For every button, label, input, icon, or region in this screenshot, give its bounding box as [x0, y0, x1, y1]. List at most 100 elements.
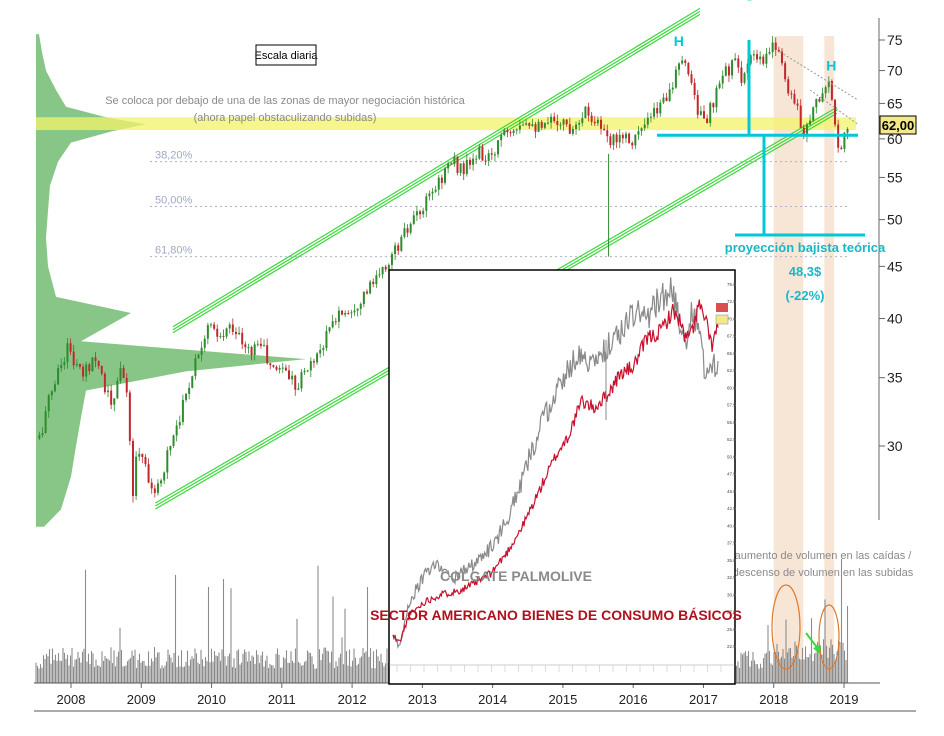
candle-body — [768, 52, 771, 54]
candle-body — [777, 49, 780, 52]
candle-body — [640, 128, 643, 132]
candle-body — [272, 365, 275, 367]
candle-body — [497, 140, 500, 155]
inset-price-tick-label: 22.5 — [727, 644, 736, 649]
projection-percent: (-22%) — [785, 288, 824, 303]
candle-body — [749, 55, 752, 64]
candle-body — [724, 66, 727, 76]
candle-body — [628, 133, 631, 143]
candle-body — [303, 370, 306, 373]
candle-body — [369, 281, 372, 294]
pattern-label-1: C — [744, 0, 754, 3]
candle-body — [228, 324, 231, 329]
candle-body — [337, 310, 340, 322]
candle-body — [809, 120, 812, 125]
candle-body — [780, 51, 783, 64]
inset-price-tick-label: 27.5 — [727, 610, 736, 615]
price-tick-label: 45 — [887, 258, 903, 274]
candle-body — [534, 124, 537, 132]
candle-body — [275, 366, 278, 370]
price-candles — [38, 36, 849, 503]
candle-body — [734, 58, 737, 61]
candle-body — [805, 124, 808, 137]
inset-price-tick-label: 42.5 — [727, 506, 736, 511]
last-price-box — [879, 115, 917, 135]
candle-body — [247, 347, 250, 349]
candle-body — [353, 310, 356, 313]
price-tick-label: 50 — [887, 212, 903, 228]
candle-body — [341, 310, 344, 315]
candle-body — [169, 445, 172, 451]
candle-body — [490, 153, 493, 155]
candle-body — [846, 128, 849, 133]
candle-body — [468, 159, 471, 165]
candle-body — [528, 123, 531, 126]
inset-price-tick-label: 25.0 — [727, 627, 736, 632]
candle-body — [540, 121, 543, 128]
candle-body — [113, 398, 116, 405]
candle-body — [843, 132, 846, 149]
candle-body — [565, 119, 568, 125]
candle-body — [166, 450, 169, 473]
candle-body — [575, 124, 578, 129]
candle-body — [403, 228, 406, 237]
candle-body — [447, 163, 450, 169]
candle-body — [759, 56, 762, 60]
volume-note-line-1: aumento de volumen en las caídas / — [735, 550, 913, 562]
volume-profile — [36, 34, 306, 527]
candle-body — [456, 156, 459, 173]
inset-price-tick-label: 57.5 — [727, 403, 736, 408]
pattern-label-0: H — [674, 33, 684, 49]
inset-primary-line — [392, 277, 719, 649]
candle-body — [784, 63, 787, 80]
candle-body — [774, 42, 777, 50]
last-price-label: 62,00 — [882, 118, 915, 133]
candle-body — [222, 335, 225, 337]
time-tick-label: 2014 — [478, 692, 507, 707]
candle-body — [259, 343, 262, 346]
candle-body — [668, 89, 671, 101]
candle-body — [156, 483, 159, 493]
candle-body — [309, 361, 312, 371]
fib-label-0: 38,20% — [155, 150, 193, 162]
candle-body — [646, 117, 649, 125]
candle-body — [637, 131, 640, 135]
candle-body — [512, 130, 515, 134]
candle-body — [319, 349, 322, 354]
candle-body — [593, 121, 596, 124]
candle-body — [75, 363, 78, 366]
candle-body — [584, 106, 587, 119]
fibonacci-levels: 38,20% 50,00% 61,80% — [150, 150, 850, 258]
candle-body — [69, 343, 72, 352]
candle-body — [790, 93, 793, 95]
candle-body — [609, 136, 612, 146]
inset-price-tick-label: 50.0 — [727, 454, 736, 459]
candle-body — [197, 354, 200, 359]
candle-body — [103, 373, 106, 393]
candle-body — [531, 124, 534, 126]
candle-body — [200, 347, 203, 355]
candle-body — [634, 134, 637, 146]
candle-body — [328, 327, 331, 332]
candle-body — [743, 73, 746, 83]
candle-body — [266, 345, 269, 364]
candle-body — [727, 66, 730, 76]
candle-body — [787, 79, 790, 94]
candle-body — [578, 122, 581, 125]
inset-time-axis — [389, 664, 735, 672]
candle-body — [263, 345, 266, 347]
candle-body — [437, 177, 440, 190]
candle-body — [687, 62, 690, 75]
candle-body — [459, 163, 462, 173]
candle-body — [649, 116, 652, 118]
candle-body — [150, 482, 153, 489]
candle-body — [546, 122, 549, 124]
highlight-band — [36, 117, 856, 131]
inset-price-tick-label: 65.0 — [727, 351, 736, 356]
candle-body — [175, 425, 178, 436]
neckline-group — [657, 40, 865, 237]
candle-body — [606, 130, 609, 137]
inset-price-tick-label: 67.5 — [727, 334, 736, 339]
candle-body — [153, 488, 156, 493]
inset-price-tick-label: 47.5 — [727, 472, 736, 477]
